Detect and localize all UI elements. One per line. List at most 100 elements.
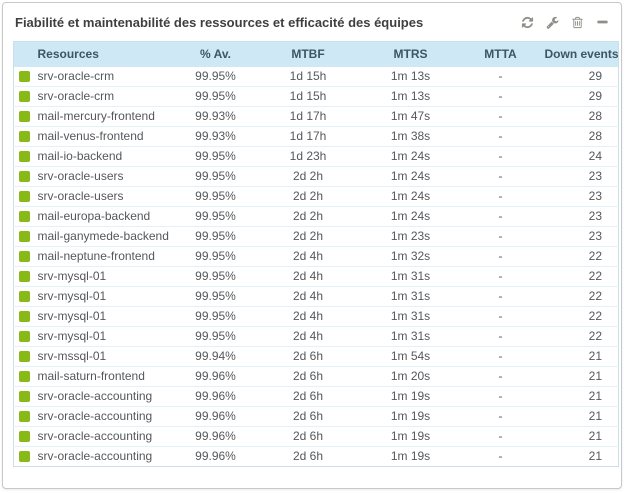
resource-name: mail-saturn-frontend — [35, 366, 176, 387]
table-row[interactable]: mail-ganymede-backend 99.95% 2d 2h 1m 23s -2… — [13, 226, 619, 247]
down-events-value: 28 — [540, 106, 619, 127]
table-row[interactable]: srv-mysql-01 99.95% 2d 4h 1m 31s -22 — [13, 326, 619, 347]
status-column-header — [13, 41, 36, 67]
resource-name: srv-mysql-01 — [35, 326, 176, 347]
mtbf-value: 2d 6h — [255, 426, 361, 447]
table-row[interactable]: mail-europa-backend 99.95% 2d 2h 1m 24s -23 — [13, 206, 619, 227]
table-row[interactable]: srv-oracle-crm 99.95% 1d 15h 1m 13s -29 — [13, 86, 619, 107]
mtta-value: - — [460, 406, 541, 427]
collapse-button[interactable] — [595, 15, 609, 29]
mtbf-value: 2d 6h — [255, 366, 361, 387]
availability-value: 99.95% — [175, 186, 256, 207]
mtbf-value: 2d 6h — [255, 346, 361, 367]
mtta-value: - — [460, 306, 541, 327]
status-cell — [13, 246, 36, 267]
mtbf-value: 1d 15h — [255, 67, 361, 87]
mtta-value: - — [460, 186, 541, 207]
resource-name: srv-oracle-users — [35, 166, 176, 187]
resource-name: srv-oracle-accounting — [35, 426, 176, 447]
table-row[interactable]: srv-oracle-accounting 99.96% 2d 6h 1m 19s -2… — [13, 426, 619, 447]
table-row[interactable]: mail-io-backend 99.95% 1d 23h 1m 24s -24 — [13, 146, 619, 167]
table-row[interactable]: mail-saturn-frontend 99.96% 2d 6h 1m 20s -21 — [13, 366, 619, 387]
table-row[interactable]: srv-oracle-accounting 99.96% 2d 6h 1m 19s -2… — [13, 386, 619, 407]
status-cell — [13, 126, 36, 147]
column-header-down-events[interactable]: Down events — [540, 41, 619, 67]
table-row[interactable]: srv-mysql-01 99.95% 2d 4h 1m 31s -22 — [13, 306, 619, 327]
resource-name: mail-venus-frontend — [35, 126, 176, 147]
mtrs-value: 1m 23s — [360, 226, 461, 247]
reliability-table: Resources % Av. MTBF MTRS MTTA Down even… — [13, 41, 619, 467]
refresh-button[interactable] — [520, 15, 534, 29]
availability-value: 99.95% — [175, 146, 256, 167]
mtrs-value: 1m 24s — [360, 206, 461, 227]
availability-value: 99.95% — [175, 67, 256, 87]
status-ok-icon — [19, 311, 30, 323]
column-header-resources[interactable]: Resources — [35, 41, 176, 67]
mtbf-value: 2d 2h — [255, 226, 361, 247]
status-cell — [13, 286, 36, 307]
availability-value: 99.93% — [175, 106, 256, 127]
table-row[interactable]: mail-mercury-frontend 99.93% 1d 17h 1m 47s -… — [13, 106, 619, 127]
mtta-value: - — [460, 206, 541, 227]
mtrs-value: 1m 13s — [360, 67, 461, 87]
mtta-value: - — [460, 166, 541, 187]
mtrs-value: 1m 54s — [360, 346, 461, 367]
down-events-value: 29 — [540, 86, 619, 107]
column-header-mtbf[interactable]: MTBF — [255, 41, 361, 67]
mtta-value: - — [460, 226, 541, 247]
column-header-mtta[interactable]: MTTA — [460, 41, 541, 67]
table-row[interactable]: mail-neptune-frontend 99.95% 2d 4h 1m 32s -2… — [13, 246, 619, 267]
status-ok-icon — [19, 171, 30, 183]
availability-value: 99.95% — [175, 306, 256, 327]
column-header-availability[interactable]: % Av. — [175, 41, 256, 67]
resource-name: mail-io-backend — [35, 146, 176, 167]
table-row[interactable]: srv-mysql-01 99.95% 2d 4h 1m 31s -22 — [13, 266, 619, 287]
mtta-value: - — [460, 266, 541, 287]
down-events-value: 22 — [540, 266, 619, 287]
down-events-value: 22 — [540, 306, 619, 327]
table-row[interactable]: srv-oracle-accounting 99.96% 2d 6h 1m 19s -2… — [13, 406, 619, 427]
widget-title: Fiabilité et maintenabilité des ressourc… — [15, 14, 424, 30]
table-row[interactable]: srv-mssql-01 99.94% 2d 6h 1m 54s -21 — [13, 346, 619, 367]
mtrs-value: 1m 31s — [360, 306, 461, 327]
availability-value: 99.95% — [175, 86, 256, 107]
mtbf-value: 2d 4h — [255, 306, 361, 327]
table-row[interactable]: srv-oracle-users 99.95% 2d 2h 1m 24s -23 — [13, 166, 619, 187]
table-row[interactable]: srv-oracle-crm 99.95% 1d 15h 1m 13s -29 — [13, 67, 619, 87]
mtbf-value: 2d 4h — [255, 286, 361, 307]
mtta-value: - — [460, 426, 541, 447]
minus-icon — [596, 20, 608, 23]
resource-name: mail-ganymede-backend — [35, 226, 176, 247]
availability-value: 99.95% — [175, 246, 256, 267]
availability-value: 99.96% — [175, 426, 256, 447]
status-ok-icon — [19, 191, 30, 203]
table-row[interactable]: mail-venus-frontend 99.93% 1d 17h 1m 38s -28 — [13, 126, 619, 147]
status-ok-icon — [19, 271, 30, 283]
down-events-value: 23 — [540, 166, 619, 187]
down-events-value: 24 — [540, 146, 619, 167]
down-events-value: 22 — [540, 326, 619, 347]
status-cell — [13, 306, 36, 327]
down-events-value: 23 — [540, 186, 619, 207]
status-cell — [13, 266, 36, 287]
mtta-value: - — [460, 346, 541, 367]
mtta-value: - — [460, 146, 541, 167]
availability-value: 99.96% — [175, 386, 256, 407]
availability-value: 99.96% — [175, 366, 256, 387]
table-row[interactable]: srv-oracle-users 99.95% 2d 2h 1m 24s -23 — [13, 186, 619, 207]
mtta-value: - — [460, 86, 541, 107]
status-cell — [13, 67, 36, 87]
table-row[interactable]: srv-oracle-accounting 99.96% 2d 6h 1m 19s -2… — [14, 447, 619, 467]
table-row[interactable]: srv-mysql-01 99.95% 2d 4h 1m 31s -22 — [13, 286, 619, 307]
mtrs-value: 1m 19s — [360, 386, 461, 407]
delete-button[interactable] — [570, 15, 584, 29]
column-header-mtrs[interactable]: MTRS — [360, 41, 461, 67]
mtbf-value: 2d 2h — [255, 166, 361, 187]
resource-name: mail-europa-backend — [35, 206, 176, 227]
status-cell — [13, 166, 36, 187]
mtta-value: - — [460, 126, 541, 147]
resource-name: mail-neptune-frontend — [35, 246, 176, 267]
mtrs-value: 1m 24s — [360, 186, 461, 207]
configure-button[interactable] — [545, 15, 559, 29]
availability-value: 99.95% — [175, 286, 256, 307]
